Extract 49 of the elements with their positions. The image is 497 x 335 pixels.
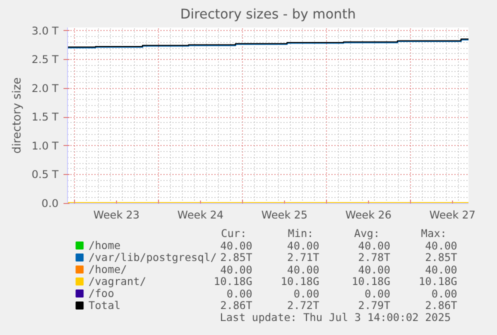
text: 2.86T [220,299,253,312]
legend-label: /home [88,239,121,252]
text: 2.78T [358,251,391,264]
text: 10.18G [352,275,390,288]
text: 0.00 [226,288,252,300]
text: 0.00 [432,288,458,300]
text: 0.00 [364,288,390,300]
text: Cur: [220,227,247,240]
y-tick-label: 3.0 T [32,24,59,38]
legend-label: /var/lib/postgresql/ [88,251,217,264]
text: 2.85T [220,251,253,264]
text: 40.00 [220,264,252,276]
text: Avg: [354,227,380,240]
y-tick-label: 0.5 T [32,168,59,182]
x-tick-label: Week 24 [177,208,224,222]
text: 0.00 [294,288,320,300]
y-axis-title: directory size [10,77,24,154]
text: 10.18G [214,275,252,288]
x-tick-label: Week 25 [261,208,308,222]
chart-title: Directory sizes - by month [180,8,356,22]
text: 40.00 [425,264,458,276]
text: Last update: Thu Jul 3 14:00:02 2025 [220,311,451,324]
text: 2.86T [425,299,458,312]
x-tick-label: Week 26 [345,208,392,222]
text: 10.18G [280,275,320,288]
y-tick-label: 1.0 T [32,139,59,152]
y-tick-label: 0.0 [42,197,59,210]
legend-label: Total [88,299,121,312]
text: 2.79T [358,299,391,312]
text: 10.18G [418,275,458,288]
text: 2.72T [287,299,320,312]
y-tick-label: 1.5 T [32,110,59,124]
text: Min: [288,227,314,240]
text: 2.85T [425,251,458,264]
text: 40.00 [287,240,320,252]
text: 2.71T [287,251,320,264]
x-tick-label: Week 23 [93,208,140,222]
text: 40.00 [358,264,390,276]
legend-label: /vagrant/ [88,275,146,288]
text: 40.00 [358,240,390,252]
y-tick-label: 2.5 T [32,53,59,66]
text: 40.00 [220,240,252,252]
legend-label: /home/ [88,263,127,276]
text: Max: [421,227,447,240]
legend-label: /foo [88,287,114,300]
x-tick-label: Week 27 [429,208,476,222]
text: 40.00 [287,264,320,276]
y-tick-label: 2.0 T [32,82,59,95]
text: 40.00 [425,240,458,252]
